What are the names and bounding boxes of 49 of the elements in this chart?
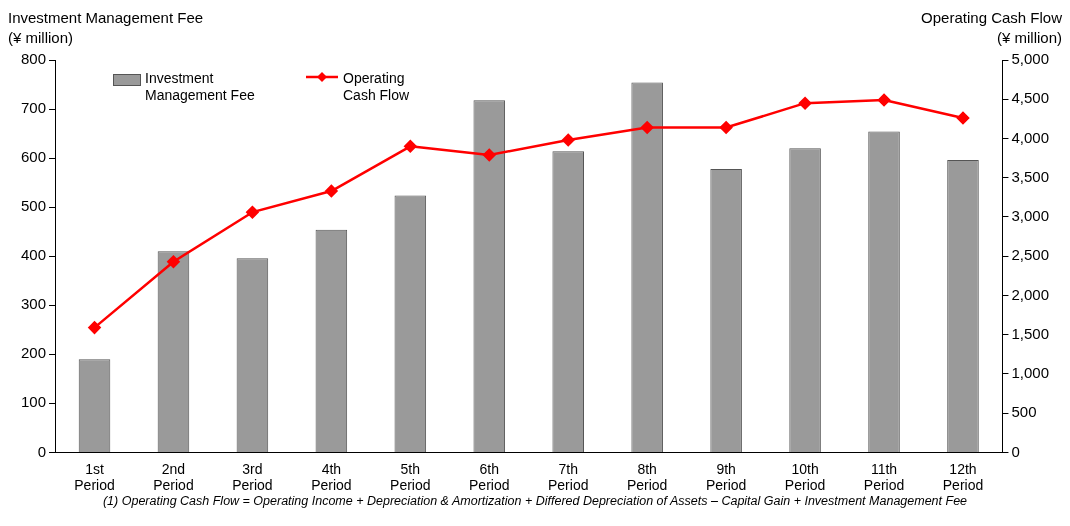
x-tick-label: 9th Period: [705, 460, 747, 494]
y2-tick-label: 1,000: [1011, 364, 1050, 382]
point: [483, 148, 496, 162]
point: [719, 121, 733, 134]
point: [640, 121, 654, 134]
point: [561, 133, 575, 147]
y2-tick-label: 1,500: [1011, 324, 1050, 342]
y-tick-label: 200: [21, 344, 47, 362]
y-tick-label: 0: [37, 442, 47, 460]
x-tick-label: 11th Period: [863, 460, 905, 494]
y-tick-label: 100: [21, 393, 47, 411]
point: [88, 321, 101, 334]
point: [167, 255, 180, 268]
y2-tick-label: 500: [1011, 403, 1037, 421]
y-tick-label: 300: [21, 295, 47, 313]
x-tick-label: 5th Period: [390, 460, 431, 494]
point: [877, 93, 891, 107]
y-tick-label: 600: [21, 148, 47, 166]
y2-tick-label: 2,000: [1011, 285, 1050, 303]
y2-axis-title: Operating Cash Flow (¥ million): [921, 8, 1062, 48]
y2-tick-label: 2,500: [1011, 246, 1050, 264]
y2-tick-label: 3,500: [1011, 167, 1050, 185]
x-tick-label: 3rd Period: [232, 460, 273, 494]
y2-tick-label: 3,000: [1011, 207, 1050, 225]
x-tick-label: 1st Period: [74, 460, 115, 494]
y2-tick-label: 4,000: [1011, 128, 1050, 146]
legend-label: Investment Management Fee: [145, 70, 256, 104]
y2-tick-label: 4,500: [1011, 89, 1050, 107]
point: [798, 96, 812, 110]
y-tick-label: 500: [21, 197, 47, 215]
text: (1) Operating Cash Flow = Operating Income + Depreciation & Amortization + Differed Depreciation of Assets – Capital Gain + Investment Management Fee: [101, 494, 969, 508]
x-tick-label: 6th Period: [469, 460, 510, 494]
y-tick-label: 700: [21, 99, 47, 117]
legend-label: Operating Cash Flow: [343, 70, 411, 104]
y2-tick-label: 0: [1011, 442, 1020, 460]
point: [246, 206, 259, 219]
point: [956, 111, 970, 125]
y-axis-title: Investment Management Fee (¥ million): [8, 8, 204, 48]
y-tick-label: 800: [21, 50, 47, 68]
point: [325, 184, 338, 198]
y-tick-label: 400: [21, 246, 47, 264]
x-tick-label: 12th Period: [942, 460, 984, 494]
x-tick-label: 10th Period: [784, 460, 826, 494]
x-tick-label: 7th Period: [547, 460, 589, 494]
x-tick-label: 2nd Period: [153, 460, 194, 494]
x-tick-label: 4th Period: [311, 460, 352, 494]
point: [404, 140, 417, 153]
y2-tick-label: 5,000: [1011, 50, 1050, 68]
x-tick-label: 8th Period: [626, 460, 668, 494]
